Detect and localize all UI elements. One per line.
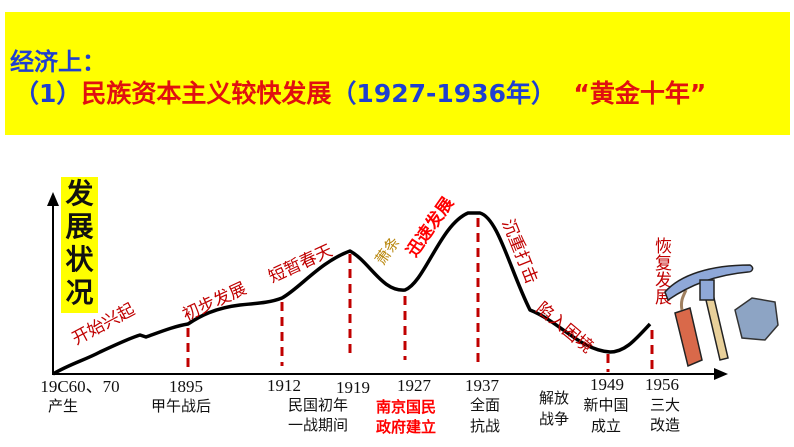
year-markers — [186, 218, 654, 372]
event-6b: 成立 — [591, 417, 621, 435]
dynamite-icon — [674, 289, 703, 368]
event-4a: 南京国民 — [376, 398, 436, 416]
event-2a: 民国初年 — [288, 396, 348, 414]
year-2: 1912 — [267, 376, 301, 395]
year-labels: 19C60、70 1895 1912 1919 1927 1937 1949 1… — [40, 375, 679, 397]
period: （1927-1936年） — [331, 79, 556, 108]
year-0: 19C60、70 — [40, 377, 119, 396]
y-axis-label: 发展状况 — [61, 177, 98, 313]
section-heading: 经济上： — [10, 48, 106, 76]
title-banner — [5, 12, 790, 135]
year-1: 1895 — [169, 377, 203, 396]
event-1: 甲午战后 — [151, 397, 211, 415]
nickname: “黄金十年” — [573, 79, 707, 108]
stage-3: 萧条 — [372, 233, 404, 268]
event-war-a: 解放 — [539, 389, 569, 407]
subheading-main: 民族资本主义较快发展 — [81, 79, 332, 108]
year-5: 1937 — [465, 376, 500, 395]
rock-icon — [734, 297, 779, 341]
pickaxe-icon — [664, 264, 754, 361]
item-number: （1） — [14, 79, 82, 108]
stage-7: 恢复发展 — [651, 237, 672, 305]
year-4: 1927 — [397, 376, 432, 395]
stage-6: 陷入困境 — [532, 299, 597, 358]
event-war-b: 战争 — [539, 410, 569, 428]
year-7: 1956 — [645, 375, 679, 394]
event-4b: 政府建立 — [376, 418, 436, 436]
event-labels: 产生 甲午战后 民国初年 一战期间 南京国民 政府建立 全面 抗战 解放 战争 … — [48, 389, 680, 436]
stage-1: 初步发展 — [180, 279, 250, 326]
development-curve — [52, 211, 652, 376]
event-7a: 三大 — [650, 396, 680, 414]
year-6: 1949 — [590, 375, 624, 394]
event-0: 产生 — [48, 397, 78, 415]
event-5a: 全面 — [470, 396, 500, 414]
event-5b: 抗战 — [470, 417, 500, 435]
year-3: 1919 — [336, 378, 370, 397]
stage-0: 开始兴起 — [69, 300, 138, 350]
event-6a: 新中国 — [583, 396, 628, 414]
subheading: （1）民族资本主义较快发展（1927-1936年） “黄金十年” — [14, 74, 706, 110]
event-7b: 改造 — [650, 416, 680, 434]
event-2b: 一战期间 — [288, 416, 348, 434]
